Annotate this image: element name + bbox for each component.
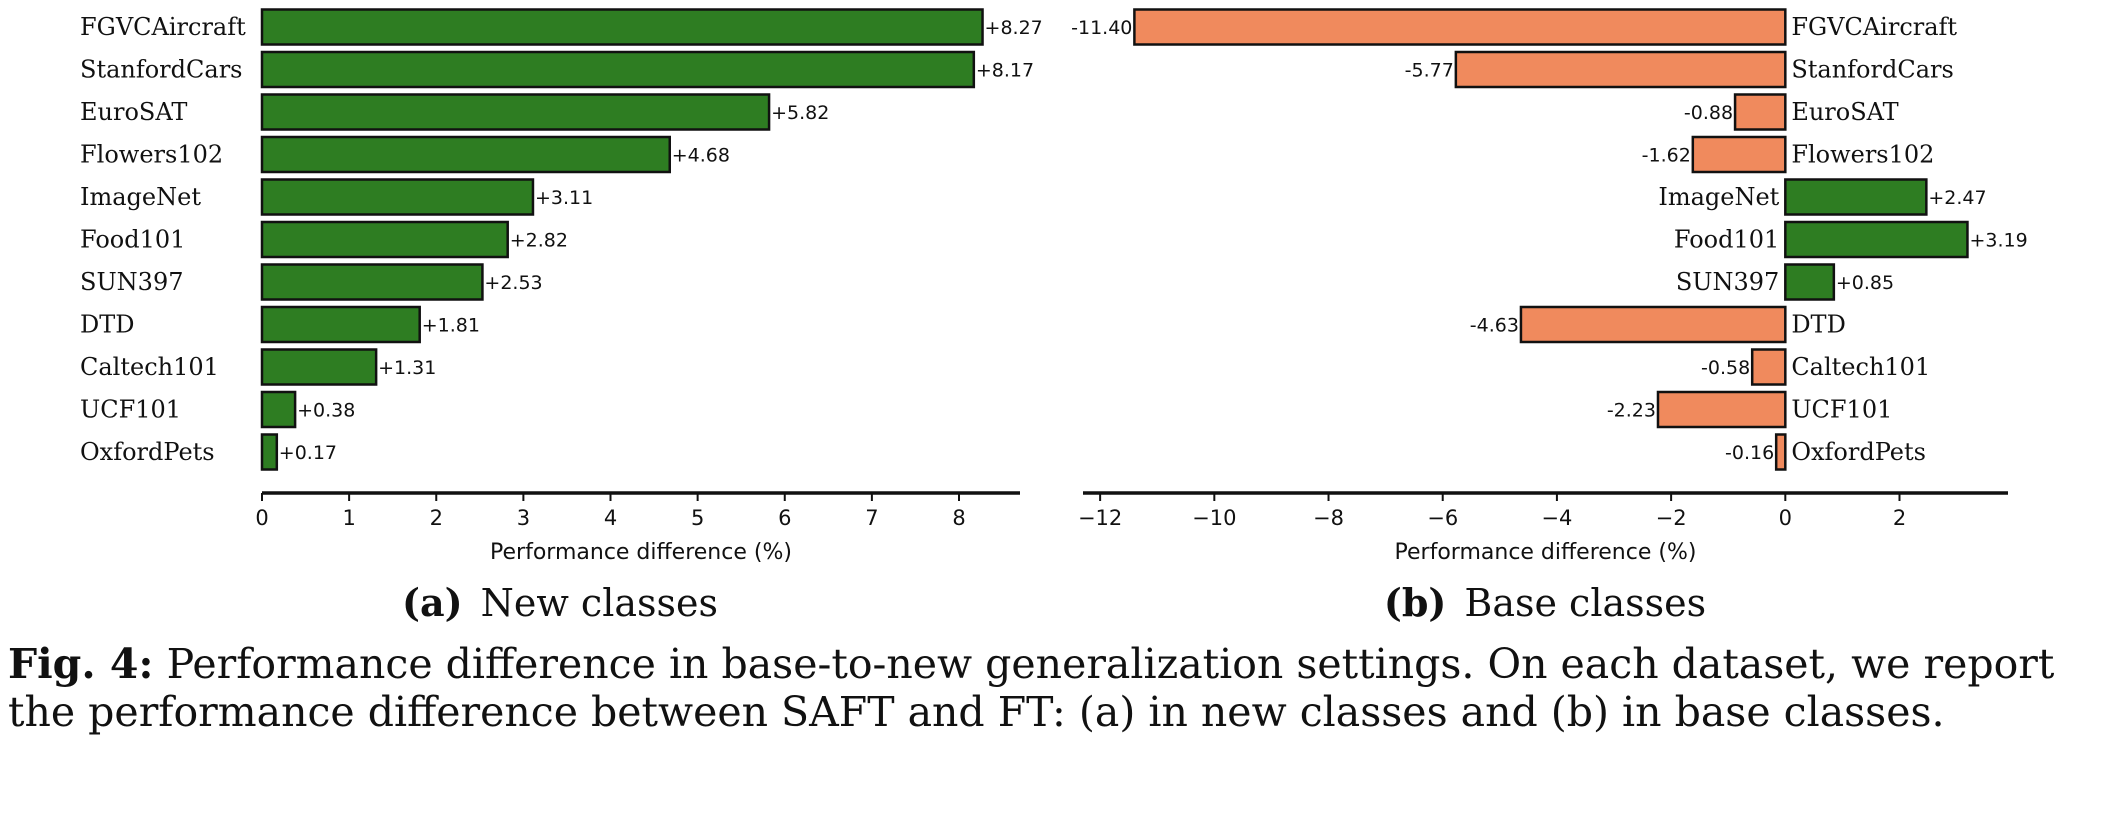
bar-ucf101	[1656, 390, 1787, 429]
bar-oxfordpets	[260, 433, 279, 471]
figure-charts: +8.27 FGVCAircraft +8.17 StanfordCars +5.82 E…	[80, 8, 2028, 625]
chart-base-classes: -11.40 FGVCAircraft -5.77 StanfordCars -0.88…	[1071, 8, 2028, 625]
value-label: +3.11	[535, 187, 593, 209]
bar-dtd	[260, 305, 421, 344]
x-tick-label: 1	[342, 506, 355, 530]
category-label: UCF101	[1791, 396, 1892, 424]
category-label: UCF101	[80, 396, 181, 424]
x-tick-label: 6	[778, 506, 791, 530]
category-label: StanfordCars	[80, 56, 242, 84]
category-label: OxfordPets	[80, 438, 215, 466]
subcaption-text: New classes	[481, 581, 718, 625]
subcaption-tag: (b)	[1384, 580, 1447, 625]
x-tick-label: −10	[1192, 506, 1236, 530]
value-label: -1.62	[1642, 145, 1691, 167]
category-label: Caltech101	[80, 353, 219, 381]
bar-eurosat	[260, 93, 771, 131]
bar-fgvcaircraft	[260, 8, 984, 46]
figure-label: Fig. 4:	[8, 640, 154, 688]
x-tick-label: −4	[1541, 506, 1572, 530]
category-label: SUN397	[1676, 268, 1779, 296]
bar-sun397	[1784, 263, 1836, 301]
category-label: OxfordPets	[1791, 438, 1926, 466]
chart-new-classes: +8.27 FGVCAircraft +8.17 StanfordCars +5.82 E…	[80, 8, 1043, 625]
x-tick-label: 7	[865, 506, 878, 530]
x-axis-label: Performance difference (%)	[490, 540, 792, 565]
value-label: -0.16	[1725, 442, 1774, 464]
bar-eurosat	[1733, 93, 1787, 131]
value-label: +0.85	[1836, 272, 1894, 294]
figure-caption-text: Performance difference in base-to-new ge…	[8, 640, 2055, 736]
x-tick-label: −6	[1427, 506, 1458, 530]
category-label: DTD	[1791, 311, 1846, 339]
category-label: Caltech101	[1791, 353, 1930, 381]
bar-flowers102	[1691, 135, 1787, 174]
value-label: +0.17	[279, 442, 337, 464]
x-tick-label: 8	[952, 506, 965, 530]
bar-caltech101	[260, 348, 378, 386]
x-tick-label: −8	[1313, 506, 1344, 530]
subcaption-tag: (a)	[402, 580, 463, 625]
value-label: +8.27	[985, 17, 1043, 39]
bar-flowers102	[260, 135, 672, 174]
value-label: +8.17	[976, 60, 1034, 82]
value-label: +1.81	[422, 315, 480, 337]
value-label: +3.19	[1969, 230, 2027, 252]
bar-stanfordcars	[260, 50, 976, 89]
category-label: DTD	[80, 311, 135, 339]
value-label: +2.82	[510, 230, 568, 252]
category-label: Food101	[80, 226, 185, 254]
figure-caption: Fig. 4: Performance difference in base-t…	[8, 640, 2098, 736]
category-label: StanfordCars	[1791, 56, 1953, 84]
x-axis-label: Performance difference (%)	[1395, 540, 1697, 565]
value-label: +1.31	[378, 357, 436, 379]
value-label: -4.63	[1470, 315, 1519, 337]
category-label: Flowers102	[1791, 141, 1934, 169]
category-label: SUN397	[80, 268, 183, 296]
category-label: ImageNet	[80, 183, 201, 211]
x-tick-label: −2	[1656, 506, 1687, 530]
value-label: +0.38	[297, 400, 355, 422]
value-label: -2.23	[1607, 400, 1656, 422]
category-label: Flowers102	[80, 141, 223, 169]
bar-caltech101	[1750, 348, 1787, 386]
bar-imagenet	[260, 178, 535, 216]
value-label: +2.47	[1928, 187, 1986, 209]
value-label: +5.82	[771, 102, 829, 124]
bar-dtd	[1519, 305, 1787, 344]
category-label: Food101	[1674, 226, 1779, 254]
x-tick-label: 4	[604, 506, 617, 530]
bar-fgvcaircraft	[1133, 8, 1787, 46]
x-tick-label: 0	[255, 506, 268, 530]
x-tick-label: 0	[1779, 506, 1792, 530]
bar-ucf101	[260, 390, 297, 429]
value-label: +2.53	[484, 272, 542, 294]
subcaption-text: Base classes	[1464, 581, 1706, 625]
value-label: -0.88	[1684, 102, 1733, 124]
category-label: FGVCAircraft	[80, 13, 246, 41]
value-label: -11.40	[1071, 17, 1132, 39]
bar-stanfordcars	[1454, 50, 1787, 89]
category-label: ImageNet	[1658, 183, 1779, 211]
value-label: -5.77	[1405, 60, 1454, 82]
category-label: EuroSAT	[80, 98, 187, 126]
subcaption: (a) New classes	[402, 580, 718, 625]
bar-imagenet	[1784, 178, 1928, 216]
x-tick-label: 2	[430, 506, 443, 530]
bar-food101	[260, 220, 509, 259]
bar-food101	[1784, 220, 1969, 259]
x-tick-label: 2	[1893, 506, 1906, 530]
bar-sun397	[260, 263, 484, 301]
category-label: FGVCAircraft	[1791, 13, 1957, 41]
category-label: EuroSAT	[1791, 98, 1898, 126]
value-label: -0.58	[1701, 357, 1750, 379]
x-tick-label: 5	[691, 506, 704, 530]
x-tick-label: 3	[517, 506, 530, 530]
subcaption: (b) Base classes	[1384, 580, 1706, 625]
x-tick-label: −12	[1078, 506, 1122, 530]
bar-oxfordpets	[1774, 433, 1787, 471]
value-label: +4.68	[672, 145, 730, 167]
